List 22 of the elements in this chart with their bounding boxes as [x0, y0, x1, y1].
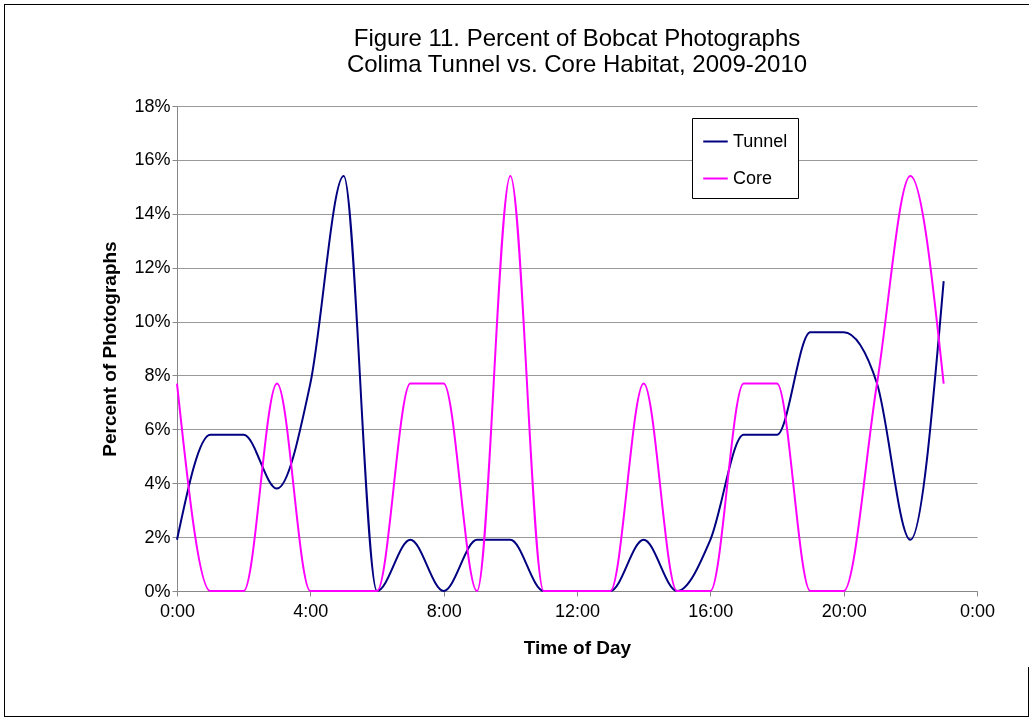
x-tick-label: 4:00 — [293, 600, 329, 621]
x-tick-label: 0:00 — [959, 600, 996, 621]
y-tick-label: 18% — [134, 95, 171, 116]
y-tick-label: 6% — [144, 418, 171, 439]
x-axis-title: Time of Day — [523, 636, 632, 658]
x-tick-label: 20:00 — [821, 600, 867, 621]
y-axis-title: Percent of Photographs — [99, 241, 121, 457]
x-tick-label: 16:00 — [688, 600, 734, 621]
x-tick-label: 0:00 — [159, 600, 196, 621]
y-tick-label: 16% — [134, 149, 171, 170]
legend-label: Core — [733, 167, 773, 188]
x-tick-label: 12:00 — [554, 600, 601, 621]
y-tick-label: 4% — [144, 472, 171, 493]
y-tick-label: 8% — [144, 364, 171, 385]
y-tick-label: 14% — [134, 203, 171, 224]
legend-label: Tunnel — [733, 130, 788, 151]
y-tick-label: 0% — [144, 580, 171, 601]
y-tick-label: 2% — [144, 526, 171, 547]
x-tick-label: 8:00 — [426, 600, 462, 621]
y-tick-label: 10% — [134, 311, 171, 332]
y-tick-label: 12% — [134, 257, 171, 278]
chart-title: Figure 11. Percent of Bobcat Photographs Colima Tunnel vs. Core Habitat, 2009-2010 — [346, 24, 808, 77]
